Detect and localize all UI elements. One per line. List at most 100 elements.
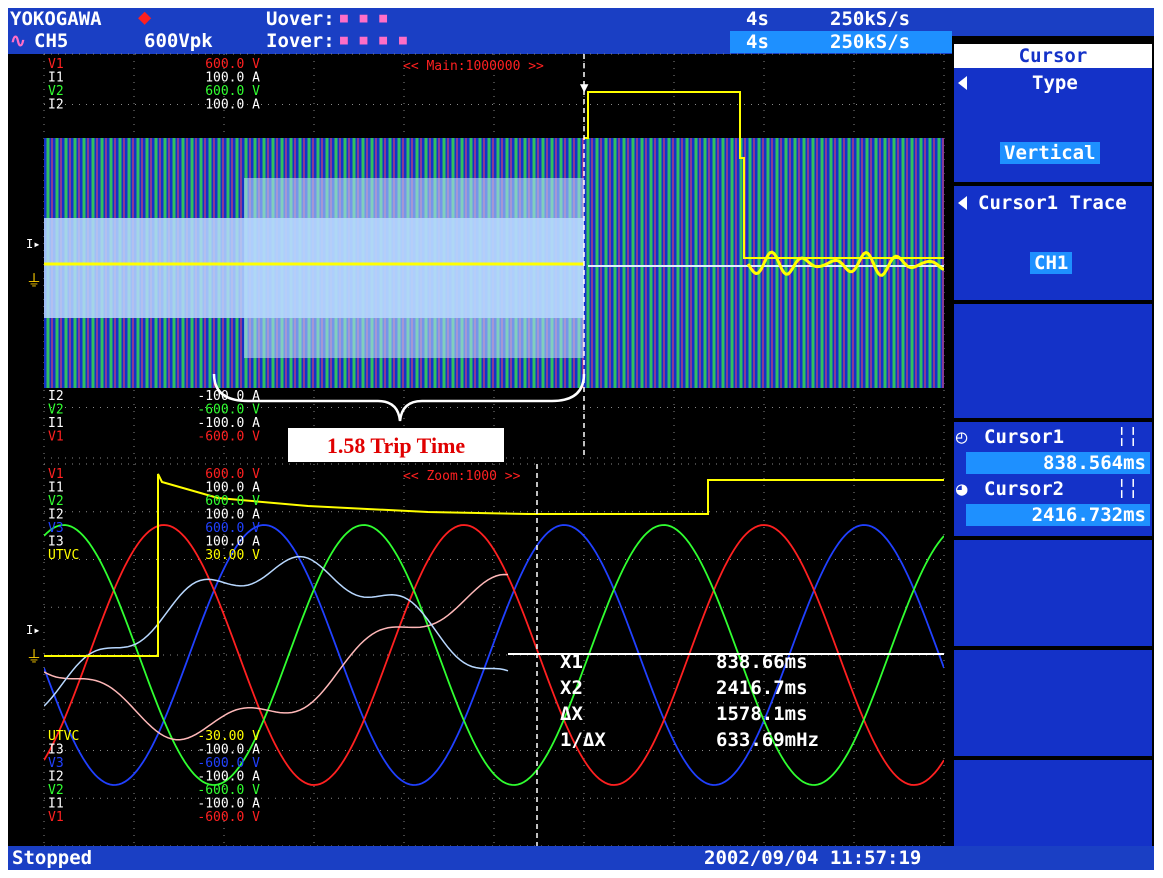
lower-v1-trace (44, 524, 944, 786)
trace-value[interactable]: CH1 (1030, 252, 1073, 274)
cursor1-marker-icon: ╎╎ (1116, 426, 1139, 448)
upper-top-ch-name: I1 (48, 71, 64, 86)
menu-empty-box-3[interactable] (954, 650, 1152, 756)
lower-top-ch-scale: 100.0 A (205, 481, 260, 496)
lower-bottom-ch-scale: -30.00 V (197, 729, 260, 744)
upper-top-ch-scale: 100.0 A (205, 98, 260, 113)
menu-type-box[interactable]: Cursor Type Vertical (954, 44, 1152, 182)
brand-logo: YOKOGAWA (10, 8, 102, 30)
ground-marker-lower-icon: ⏚ (26, 647, 42, 666)
waveform-display: V1 600.0 V I1 100.0 A V2 600.0 V I2 100.0 A I2 -… (26, 53, 945, 846)
upper-utvc-trip-trace (584, 91, 944, 259)
cursor-measurements: X1 838.66ms X2 2416.7ms ΔX 1578.1ms 1/ΔX 633.69… (560, 651, 819, 751)
upper-top-ch-name: I2 (48, 98, 64, 113)
lower-i2-trace (44, 555, 509, 707)
measurement-value: 838.66ms (716, 651, 808, 673)
measurement-label: X2 (560, 677, 583, 699)
lower-top-ch-scale: 600.0 V (205, 467, 260, 482)
iover-label: Iover: (266, 30, 335, 52)
trace-arrow-icon (958, 196, 967, 210)
ground-marker-icon: ⏚ (26, 271, 42, 290)
lower-bottom-ch-name: UTVC (48, 729, 79, 744)
measurement-value: 2416.7ms (716, 677, 808, 699)
lower-top-ch-name: V2 (48, 494, 64, 509)
status-bar: Stopped 2002/09/04 11:57:19 (8, 846, 1154, 870)
uover-indicators: ■ ■ ■ (340, 11, 399, 26)
lower-bottom-ch-scale: -100.0 A (197, 770, 260, 785)
lower-bottom-ch-scale: -600.0 V (197, 756, 260, 771)
cursor1-value[interactable]: 838.564ms (966, 452, 1150, 474)
lower-v3-trace (44, 524, 944, 786)
iover-indicators: ■ ■ ■ ■ (340, 33, 409, 48)
cursor2-value[interactable]: 2416.732ms (966, 504, 1150, 526)
lower-top-ch-scale: 30.00 V (205, 548, 260, 563)
lower-bottom-ch-scale: -100.0 A (197, 743, 260, 758)
lower-bottom-ch-name: I2 (48, 770, 64, 785)
menu-empty-box-4[interactable] (954, 760, 1152, 846)
menu-trace-box[interactable]: Cursor1 Trace CH1 (954, 186, 1152, 300)
lower-top-ch-name: I1 (48, 481, 64, 496)
channel-label[interactable]: CH5 (34, 30, 69, 52)
upper-bottom-ch-name: I2 (48, 389, 64, 404)
lower-top-ch-name: I3 (48, 535, 64, 550)
upper-bottom-ch-scale: -600.0 V (197, 403, 260, 418)
lower-top-ch-name: I2 (48, 508, 64, 523)
lower-top-ch-scale: 600.0 V (205, 494, 260, 509)
measurement-label: ΔX (560, 703, 583, 725)
acquisition-status: Stopped (12, 847, 93, 869)
lower-zoom-indicator: << Zoom:1000 >> (403, 469, 521, 484)
menu-cursor-box[interactable]: ◴ Cursor1 ╎╎ 838.564ms ◕ Cursor2 ╎╎ 2416… (954, 422, 1152, 536)
trip-time-label: 1.58 Trip Time (327, 433, 466, 458)
lower-top-ch-scale: 100.0 A (205, 535, 260, 550)
menu-empty-box-2[interactable] (954, 540, 1152, 646)
lower-bottom-labels: UTVC -30.00 V I3 -100.0 A V3 -600.0 V I2 -100.0… (48, 729, 260, 825)
lower-traces (44, 473, 944, 786)
timebase-main[interactable]: 4s (746, 31, 769, 53)
lower-bottom-ch-name: V1 (48, 810, 64, 825)
trace-label: Cursor1 Trace (978, 192, 1127, 214)
type-arrow-icon (958, 76, 967, 90)
lower-bottom-ch-scale: -600.0 V (197, 783, 260, 798)
upper-top-labels: V1 600.0 V I1 100.0 A V2 600.0 V I2 100.0 A (48, 57, 260, 113)
menu-title: Cursor (954, 44, 1152, 68)
upper-bottom-ch-name: I1 (48, 416, 64, 431)
lower-bottom-ch-name: I1 (48, 797, 64, 812)
header-bar: YOKOGAWA ◆ ∿ CH5 600Vpk Uover: ■ ■ ■ Iov… (8, 8, 1154, 54)
uover-label: Uover: (266, 8, 335, 30)
upper-traces (44, 91, 944, 388)
upper-utvc-oscillation (746, 250, 944, 277)
timebase-top: 4s (746, 8, 769, 30)
lower-bottom-ch-scale: -600.0 V (197, 810, 260, 825)
lower-bottom-ch-name: V3 (48, 756, 64, 771)
upper-zoom-indicator: << Main:1000000 >> (403, 59, 544, 74)
trigger-level-icon: I▸ (26, 237, 40, 251)
lower-v2-trace (44, 524, 944, 786)
trigger-diamond-icon: ◆ (138, 8, 152, 30)
upper-top-ch-name: V1 (48, 57, 64, 72)
range-label[interactable]: 600Vpk (144, 30, 213, 52)
cursor2-label: Cursor2 (984, 478, 1065, 500)
cursor2-marker-icon: ╎╎ (1116, 478, 1139, 500)
trigger-level-lower-icon: I▸ (26, 623, 40, 637)
lower-top-ch-name: UTVC (48, 548, 79, 563)
cursor2-knob-icon: ◕ (956, 478, 968, 500)
cursor1-label: Cursor1 (984, 426, 1065, 448)
upper-bottom-ch-name: V1 (48, 430, 64, 445)
measurement-value: 633.69mHz (716, 729, 819, 751)
wave-icon: ∿ (10, 30, 26, 52)
scope-screen: YOKOGAWA ◆ ∿ CH5 600Vpk Uover: ■ ■ ■ Iov… (8, 8, 1154, 870)
cursor-marker-icon: ▼ (580, 80, 589, 96)
type-value[interactable]: Vertical (1000, 142, 1100, 164)
lower-top-labels: V1 600.0 V I1 100.0 A V2 600.0 V I2 100.0 A V3 60… (48, 467, 260, 563)
menu-empty-box-1[interactable] (954, 304, 1152, 418)
timebase-main-box (730, 31, 952, 53)
date-time: 2002/09/04 11:57:19 (704, 847, 922, 869)
measurement-label: X1 (560, 651, 583, 673)
trip-time-brace (212, 373, 586, 422)
samplerate-main[interactable]: 250kS/s (830, 31, 911, 53)
lower-bottom-ch-name: V2 (48, 783, 64, 798)
lower-bottom-ch-name: I3 (48, 743, 64, 758)
lower-top-ch-scale: 100.0 A (205, 508, 260, 523)
samplerate-top: 250kS/s (830, 8, 911, 30)
upper-top-ch-scale: 600.0 V (205, 57, 260, 72)
